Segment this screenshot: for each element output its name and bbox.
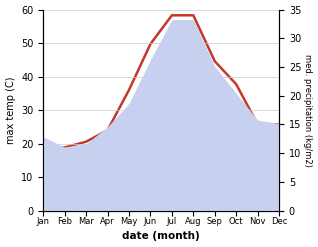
Y-axis label: max temp (C): max temp (C) — [5, 76, 16, 144]
X-axis label: date (month): date (month) — [122, 231, 200, 242]
Y-axis label: med. precipitation (kg/m2): med. precipitation (kg/m2) — [303, 54, 313, 166]
